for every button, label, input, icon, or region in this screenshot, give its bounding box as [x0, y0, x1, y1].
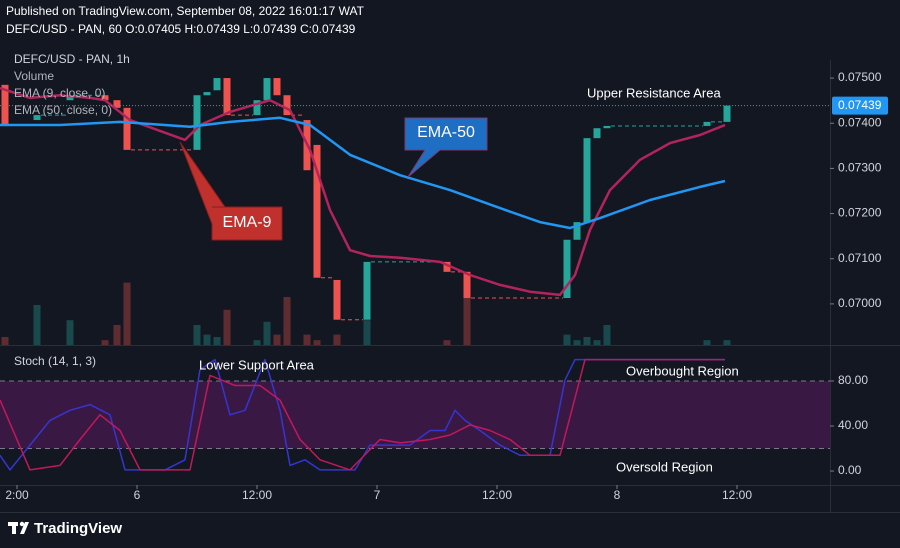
symbol-line: DEFC/USD - PAN, 60 O:0.07405 H:0.07439 L…	[6, 22, 356, 36]
x-tick-label: 7	[374, 488, 381, 502]
brand-logo	[8, 521, 29, 534]
candle-body	[313, 144, 321, 278]
x-tick-label: 6	[134, 488, 141, 502]
x-tick-label: 8	[614, 488, 621, 502]
candle-body	[273, 78, 281, 96]
x-tick-label: 12:00	[482, 488, 512, 502]
candle-body	[573, 222, 581, 240]
volume-bar	[703, 340, 711, 345]
volume-bar	[573, 340, 581, 345]
y-tick-label: 0.07000	[838, 296, 882, 310]
x-tick-label: 2:00	[5, 488, 29, 502]
x-tick-label: 12:00	[722, 488, 752, 502]
volume-bar	[253, 340, 261, 345]
y-tick-label: 0.07200	[838, 206, 882, 220]
candle-body	[593, 128, 601, 139]
annotation: EMA-9	[223, 214, 272, 231]
candle-body	[263, 78, 271, 101]
candle-body	[283, 95, 291, 116]
volume-bar	[333, 334, 341, 345]
volume-bar	[66, 320, 74, 345]
callout	[179, 141, 283, 241]
stoch-line	[0, 358, 725, 471]
candle-body	[583, 138, 591, 223]
candle-body	[443, 261, 451, 272]
volume-bar	[443, 340, 451, 345]
y-tick-label: 80.00	[838, 373, 868, 387]
annotation: Overbought Region	[626, 363, 739, 378]
last-price-box	[832, 96, 888, 115]
ema-line	[0, 86, 726, 297]
volume-bar	[463, 294, 471, 345]
volume-bar	[603, 325, 611, 345]
legend-entry: EMA (50, close, 0)	[14, 103, 112, 117]
volume-bar	[303, 334, 311, 345]
last-price-label: 0.07439	[838, 98, 882, 112]
y-tick-label: 0.00	[838, 463, 862, 477]
annotation: Upper Resistance Area	[587, 85, 721, 100]
legend-title: DEFC/USD - PAN, 1h	[14, 52, 130, 66]
candle-body	[123, 107, 131, 150]
volume-bar	[313, 340, 321, 345]
candle-body	[723, 105, 731, 122]
candle-body	[66, 95, 74, 101]
y-tick-label: 40.00	[838, 418, 868, 432]
volume-bar	[593, 340, 601, 345]
candle-body	[703, 121, 711, 126]
candle-body	[463, 271, 471, 299]
volume-bar	[363, 320, 371, 345]
legend-title: Stoch (14, 1, 3)	[14, 354, 96, 368]
candle-body	[203, 92, 211, 96]
candle-body	[33, 115, 41, 121]
volume-bar	[273, 334, 281, 345]
annotation: Lower Support Area	[199, 357, 315, 372]
candle-body	[113, 100, 121, 108]
legend-volume: Volume	[14, 69, 54, 83]
annotation: EMA-50	[417, 124, 475, 141]
legend-entry: EMA (9, close, 0)	[14, 86, 105, 100]
volume-bar	[263, 321, 271, 345]
pane	[0, 358, 830, 471]
volume-bar	[1, 337, 9, 345]
pane	[0, 78, 830, 345]
y-tick-label: 0.07300	[838, 161, 882, 175]
y-tick-label: 0.07500	[838, 70, 882, 84]
callout	[404, 117, 488, 178]
stoch-line	[0, 358, 725, 471]
volume-bar	[283, 297, 291, 345]
volume-bar	[213, 337, 221, 345]
volume-bar	[583, 337, 591, 345]
volume-bar	[193, 325, 201, 345]
volume-bar	[723, 340, 731, 345]
candle-body	[213, 78, 221, 91]
volume-bar	[123, 282, 131, 345]
volume-bar	[101, 340, 109, 345]
candle-body	[253, 100, 261, 116]
annotation: Oversold Region	[616, 459, 713, 474]
volume-bar	[563, 334, 571, 345]
brand: TradingView	[34, 520, 122, 537]
band	[0, 380, 830, 449]
ema-line	[0, 116, 726, 230]
candle-body	[193, 95, 201, 150]
y-tick-label: 0.07100	[838, 251, 882, 265]
candle-body	[363, 261, 371, 320]
volume-bar	[33, 305, 41, 345]
volume-bar	[223, 309, 231, 345]
candle-body	[101, 95, 109, 101]
candle-body	[333, 279, 341, 320]
candle-body	[223, 78, 231, 116]
candle-body	[603, 125, 611, 129]
published-line: Published on TradingView.com, September …	[6, 4, 365, 18]
volume-bar	[203, 334, 211, 345]
x-tick-label: 12:00	[242, 488, 272, 502]
candle-body	[563, 239, 571, 299]
volume-bar	[113, 325, 121, 345]
candle-body	[1, 84, 9, 126]
y-tick-label: 0.07400	[838, 115, 882, 129]
